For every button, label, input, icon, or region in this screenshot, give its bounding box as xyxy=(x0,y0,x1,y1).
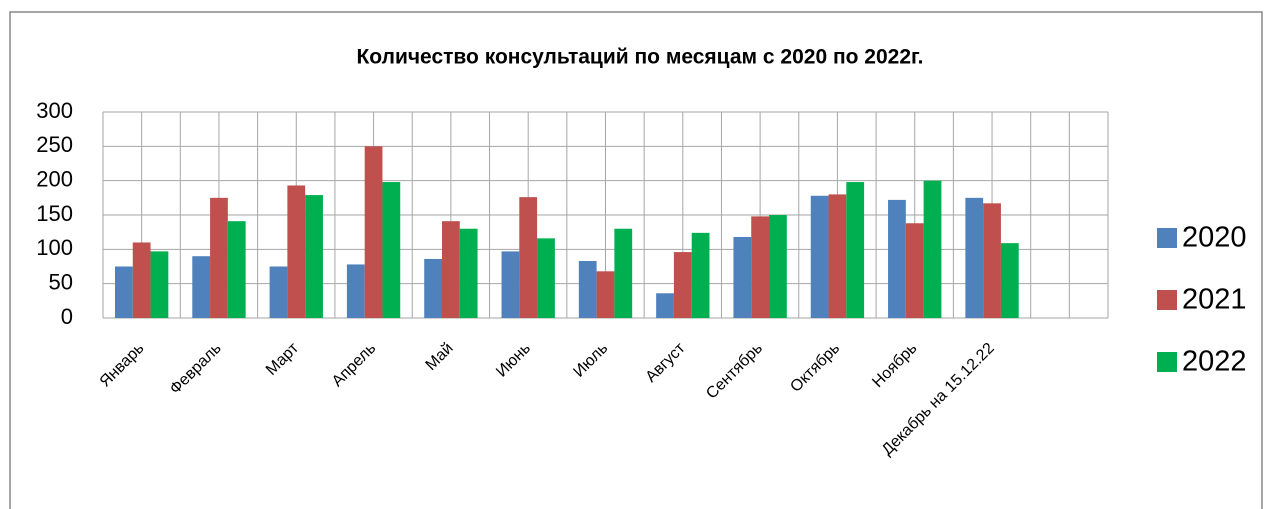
bar xyxy=(382,182,401,318)
bar xyxy=(828,194,847,318)
bar xyxy=(424,258,442,318)
bar xyxy=(1000,243,1019,318)
bar xyxy=(114,266,133,318)
y-tick-label: 0 xyxy=(61,304,73,329)
bar xyxy=(846,182,865,318)
legend-swatch xyxy=(1157,290,1177,310)
bar xyxy=(192,256,211,318)
bar xyxy=(132,242,151,318)
bar xyxy=(578,261,597,318)
bar xyxy=(769,215,787,318)
bar xyxy=(150,251,169,318)
bar xyxy=(537,238,555,318)
bar xyxy=(923,180,942,318)
bar xyxy=(965,197,984,318)
y-tick-label: 250 xyxy=(36,132,73,157)
legend-swatch xyxy=(1157,352,1177,372)
bar xyxy=(656,293,674,318)
bar xyxy=(905,223,924,318)
y-tick-label: 150 xyxy=(36,201,73,226)
bar xyxy=(673,252,692,318)
bar xyxy=(733,236,752,318)
bar xyxy=(305,195,323,318)
legend-label: 2021 xyxy=(1182,284,1247,316)
y-tick-label: 200 xyxy=(36,166,73,191)
bar xyxy=(614,228,633,318)
bar xyxy=(210,197,228,318)
bar xyxy=(501,251,520,318)
bar xyxy=(459,228,478,318)
legend-swatch xyxy=(1157,228,1177,248)
legend-label: 2020 xyxy=(1182,222,1247,254)
bar xyxy=(751,216,770,318)
y-tick-label: 100 xyxy=(36,235,73,260)
bar xyxy=(983,203,1001,318)
legend-label: 2022 xyxy=(1182,346,1247,378)
chart-title: Количество консультаций по месяцам с 202… xyxy=(356,46,923,69)
bar xyxy=(287,185,306,318)
bar xyxy=(441,221,460,318)
bar xyxy=(346,264,365,318)
bar xyxy=(364,146,383,318)
bar xyxy=(269,266,288,318)
bar xyxy=(691,232,710,318)
bar xyxy=(227,221,246,318)
bar xyxy=(519,197,538,318)
bar xyxy=(888,199,906,318)
y-tick-label: 300 xyxy=(36,98,73,123)
bar xyxy=(810,195,829,318)
bar xyxy=(596,271,615,318)
y-tick-label: 50 xyxy=(49,269,73,294)
